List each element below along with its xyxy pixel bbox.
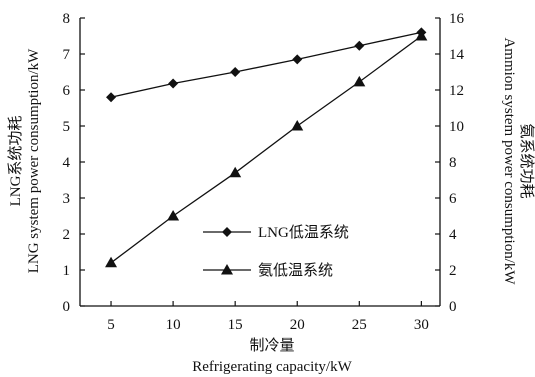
x-tick-label: 25 (352, 317, 367, 333)
right-tick-label: 0 (449, 299, 457, 315)
left-tick-label: 6 (63, 83, 71, 99)
data-point (291, 120, 304, 131)
legend-label: 氨低温系统 (258, 262, 333, 279)
left-tick-label: 2 (63, 227, 71, 243)
right-tick-label: 12 (449, 83, 464, 99)
data-point (415, 30, 428, 41)
left-tick-label: 7 (63, 47, 71, 63)
x-tick-label: 10 (166, 317, 181, 333)
series-line (110, 31, 422, 98)
left-tick-label: 3 (63, 191, 71, 207)
right-tick-label: 2 (449, 263, 457, 279)
legend-label: LNG低温系统 (258, 224, 349, 241)
data-point (106, 92, 117, 103)
right-axis-title-en: Ammion system power consumption/kW (501, 37, 517, 285)
left-tick-label: 8 (63, 11, 71, 27)
data-point (230, 67, 241, 77)
left-tick-label: 1 (63, 263, 71, 279)
left-axis-title-cn: LNG系统功耗 (7, 116, 24, 207)
right-tick-label: 16 (449, 11, 465, 27)
legend-entry: 氨低温系统 (203, 262, 333, 279)
x-tick-label: 15 (228, 317, 243, 333)
right-axis-title-cn: 氨系统功耗 (518, 123, 535, 198)
right-tick-label: 14 (449, 47, 465, 63)
data-point (168, 78, 179, 89)
legend-marker (221, 264, 233, 275)
data-point (229, 166, 242, 178)
series-line (110, 35, 422, 264)
x-axis-title-en: Refrigerating capacity/kW (192, 359, 352, 375)
x-tick-label: 5 (107, 317, 115, 333)
right-tick-label: 4 (449, 227, 457, 243)
data-point (292, 54, 303, 65)
x-tick-label: 20 (290, 317, 305, 333)
series-2 (105, 30, 428, 268)
data-point (167, 210, 180, 221)
x-axis-title-cn: 制冷量 (249, 337, 294, 354)
x-tick-label: 30 (414, 317, 429, 333)
left-y-axis: 0 1 2 3 4 5 6 7 8 (63, 11, 85, 315)
left-tick-label: 4 (63, 155, 71, 171)
data-point (353, 75, 366, 87)
right-tick-label: 8 (449, 155, 457, 171)
data-point (354, 40, 365, 51)
series-layer (105, 27, 428, 268)
left-tick-label: 0 (63, 299, 71, 315)
left-axis-title-en: LNG system power consumption/kW (26, 48, 42, 273)
x-axis: 5 10 15 20 25 30 (107, 301, 429, 333)
right-tick-label: 10 (449, 119, 464, 135)
legend-marker (222, 227, 232, 237)
right-y-axis: 0 2 4 6 8 10 12 14 16 (435, 11, 465, 315)
data-point (105, 256, 118, 268)
right-tick-label: 6 (449, 191, 457, 207)
series-1 (106, 27, 427, 103)
left-tick-label: 5 (63, 119, 71, 135)
legend-entry: LNG低温系统 (203, 224, 349, 241)
